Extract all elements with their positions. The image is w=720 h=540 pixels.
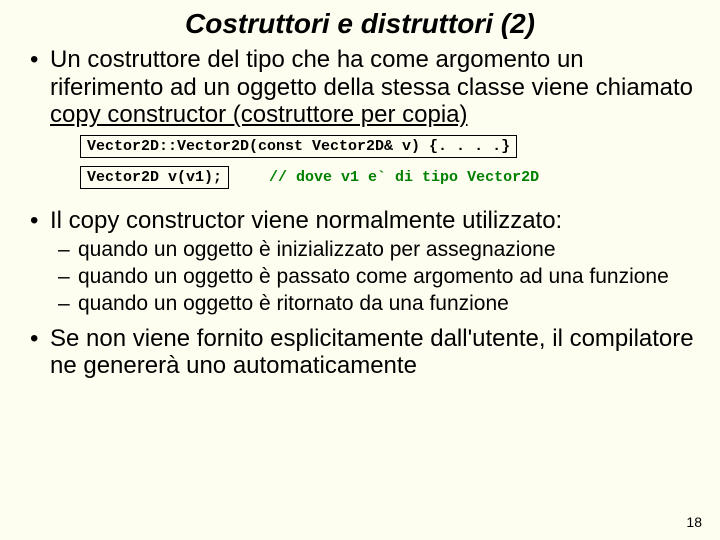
page-number: 18	[686, 514, 702, 530]
slide-title: Costruttori e distruttori (2)	[20, 8, 700, 40]
bullet-1-underline: copy constructor (costruttore per copia)	[50, 101, 468, 128]
code-comment: // dove v1 e` di tipo Vector2D	[269, 169, 539, 186]
bullet-item-2: Il copy constructor viene normalmente ut…	[50, 207, 700, 317]
bullet-2-text: Il copy constructor viene normalmente ut…	[50, 207, 562, 234]
bullet-list: Un costruttore del tipo che ha come argo…	[20, 46, 700, 129]
slide: Costruttori e distruttori (2) Un costrut…	[0, 0, 720, 540]
sub-item-1: quando un oggetto è inizializzato per as…	[78, 238, 700, 263]
sub-item-3: quando un oggetto è ritornato da una fun…	[78, 292, 700, 317]
code-box-1: Vector2D::Vector2D(const Vector2D& v) {.…	[80, 135, 517, 158]
sub-item-2: quando un oggetto è passato come argomen…	[78, 265, 700, 290]
bullet-item-1: Un costruttore del tipo che ha come argo…	[50, 46, 700, 129]
code-area: Vector2D::Vector2D(const Vector2D& v) {.…	[80, 135, 700, 197]
code-row-2: Vector2D v(v1); // dove v1 e` di tipo Vec…	[80, 166, 700, 197]
bullet-list-2: Il copy constructor viene normalmente ut…	[20, 207, 700, 380]
bullet-item-3: Se non viene fornito esplicitamente dall…	[50, 325, 700, 380]
sub-list: quando un oggetto è inizializzato per as…	[50, 238, 700, 316]
bullet-1-text: Un costruttore del tipo che ha come argo…	[50, 46, 693, 101]
code-box-2: Vector2D v(v1);	[80, 166, 229, 189]
